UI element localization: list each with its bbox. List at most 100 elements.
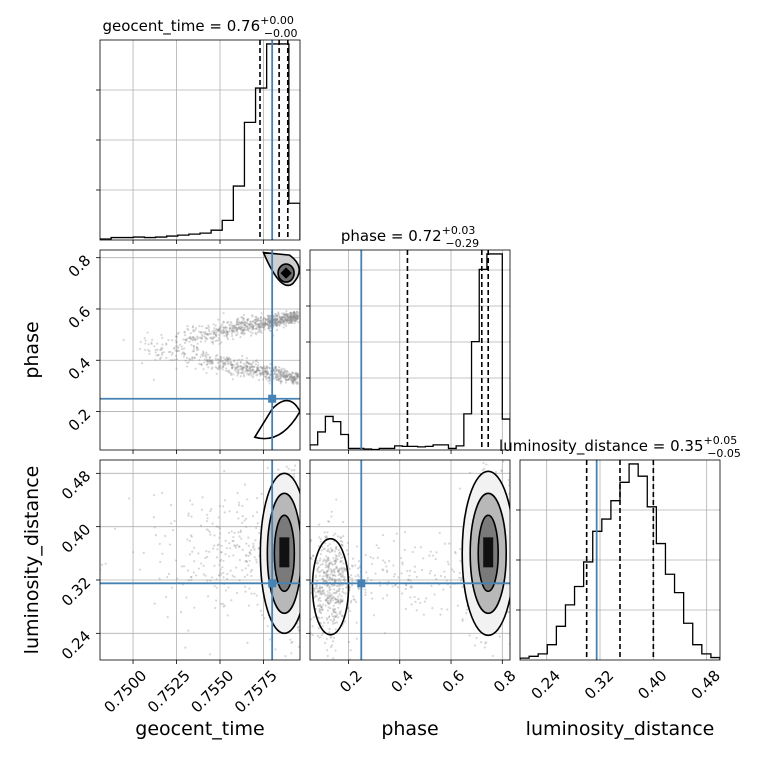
sample-point bbox=[207, 361, 210, 364]
sample-point bbox=[253, 370, 256, 373]
sample-point bbox=[286, 378, 290, 382]
sample-point bbox=[382, 569, 385, 572]
sample-point bbox=[174, 358, 177, 361]
sample-point bbox=[338, 569, 341, 572]
sample-point bbox=[244, 363, 247, 366]
sample-point bbox=[259, 365, 263, 368]
sample-point bbox=[219, 358, 222, 361]
sample-point bbox=[207, 333, 210, 336]
sample-point bbox=[255, 370, 258, 374]
sample-point bbox=[138, 568, 142, 571]
sample-point bbox=[289, 317, 292, 320]
sample-point bbox=[291, 380, 294, 383]
x-tick-label: 0.7575 bbox=[231, 667, 281, 717]
sample-point bbox=[269, 373, 272, 376]
sample-point bbox=[249, 368, 252, 372]
sample-point bbox=[251, 325, 254, 328]
sample-point bbox=[209, 356, 212, 359]
sample-point bbox=[337, 600, 340, 603]
sample-point bbox=[249, 553, 252, 556]
sample-point bbox=[291, 380, 294, 383]
panel-frame bbox=[309, 459, 511, 661]
sample-point bbox=[277, 320, 280, 323]
sample-point bbox=[207, 326, 210, 329]
sample-point bbox=[330, 597, 334, 600]
sample-point bbox=[454, 550, 457, 554]
sample-point bbox=[182, 351, 185, 354]
sample-point bbox=[170, 522, 173, 525]
sample-point bbox=[275, 315, 278, 318]
sample-point bbox=[291, 317, 294, 320]
sample-point bbox=[191, 329, 195, 332]
sample-point bbox=[311, 633, 314, 637]
sample-point bbox=[191, 326, 195, 329]
sample-point bbox=[325, 555, 328, 558]
sample-point bbox=[256, 318, 259, 321]
sample-point bbox=[132, 551, 135, 554]
sample-point bbox=[287, 374, 290, 377]
sample-point bbox=[494, 470, 498, 474]
sample-point bbox=[452, 570, 455, 573]
sample-point bbox=[258, 324, 262, 328]
sample-point bbox=[240, 324, 243, 327]
sample-point bbox=[191, 335, 194, 339]
sample-point bbox=[337, 601, 340, 604]
sample-point bbox=[294, 313, 297, 317]
sample-point bbox=[162, 351, 165, 354]
sample-point bbox=[207, 328, 211, 331]
sample-point bbox=[243, 323, 246, 327]
sample-point bbox=[275, 324, 278, 327]
sample-point bbox=[176, 346, 180, 350]
sample-point bbox=[335, 546, 338, 549]
sample-point bbox=[294, 377, 297, 380]
sample-point bbox=[252, 360, 255, 364]
sample-point bbox=[243, 323, 246, 326]
sample-point bbox=[258, 330, 261, 333]
sample-point bbox=[232, 554, 235, 557]
sample-point bbox=[295, 319, 298, 322]
sample-point bbox=[331, 549, 334, 552]
sample-point bbox=[195, 346, 199, 349]
sample-point bbox=[335, 598, 338, 601]
sample-point bbox=[439, 613, 442, 616]
sample-point bbox=[242, 366, 245, 369]
sample-point bbox=[265, 366, 268, 370]
sample-point bbox=[322, 548, 325, 551]
sample-point bbox=[266, 624, 269, 628]
sample-point bbox=[293, 322, 296, 325]
sample-point bbox=[280, 380, 283, 383]
sample-point bbox=[356, 573, 360, 576]
sample-point bbox=[257, 317, 260, 320]
sample-point bbox=[163, 534, 167, 537]
sample-point bbox=[176, 577, 179, 580]
sample-point bbox=[235, 566, 238, 569]
sample-point bbox=[326, 593, 329, 596]
sample-point bbox=[327, 574, 330, 577]
sample-point bbox=[328, 631, 331, 634]
sample-point bbox=[285, 309, 288, 313]
sample-point bbox=[268, 321, 271, 324]
sample-point bbox=[279, 380, 282, 383]
sample-point bbox=[297, 311, 300, 315]
sample-point bbox=[159, 356, 162, 359]
sample-point bbox=[280, 373, 283, 377]
x-tick-label: 0.32 bbox=[581, 667, 617, 703]
sample-point bbox=[281, 375, 284, 378]
sample-point bbox=[401, 592, 404, 595]
sample-point bbox=[258, 329, 261, 332]
sample-point bbox=[281, 320, 285, 323]
sample-point bbox=[280, 312, 283, 315]
sample-point bbox=[512, 544, 514, 546]
sample-point bbox=[243, 483, 247, 486]
sample-point bbox=[421, 568, 424, 572]
sample-point bbox=[335, 601, 338, 604]
sample-point bbox=[245, 368, 248, 371]
sample-point bbox=[173, 519, 176, 523]
sample-point bbox=[321, 590, 324, 593]
sample-point bbox=[237, 326, 240, 329]
sample-point bbox=[429, 550, 432, 553]
sample-point bbox=[251, 328, 254, 331]
sample-point bbox=[289, 373, 292, 376]
sample-point bbox=[92, 574, 94, 576]
sample-point bbox=[326, 618, 329, 621]
